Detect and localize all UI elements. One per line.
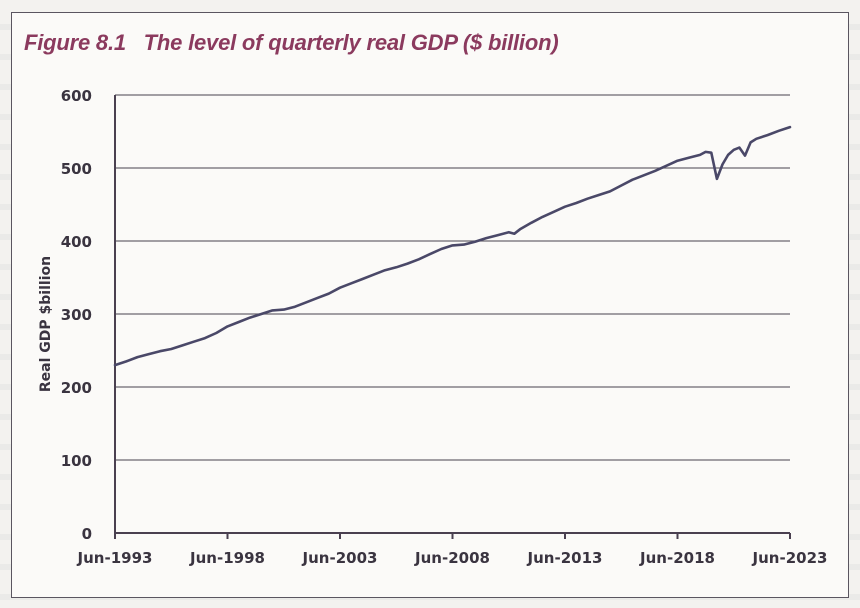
y-tick-label-0: 0 (82, 525, 92, 543)
figure-title: Figure 8.1 The level of quarterly real G… (24, 30, 559, 55)
x-tick-label-5: Jun-2018 (639, 549, 715, 567)
x-tick-label-3: Jun-2008 (414, 549, 490, 567)
y-tick-label-400: 400 (61, 233, 92, 251)
y-axis-title: Real GDP $billion (38, 256, 54, 392)
y-tick-label-300: 300 (61, 306, 92, 324)
x-tick-label-4: Jun-2013 (527, 549, 603, 567)
y-tick-label-500: 500 (61, 160, 92, 178)
series-line-0 (113, 125, 792, 367)
x-tick-label-2: Jun-2003 (302, 549, 378, 567)
y-tick-label-100: 100 (61, 452, 92, 470)
y-tick-labels: 0 100 200 300 400 500 600 (61, 87, 92, 543)
gridlines (115, 94, 790, 461)
axes (114, 95, 791, 539)
x-tick-label-6: Jun-2023 (752, 549, 828, 567)
x-tick-label-0: Jun-1993 (77, 549, 153, 567)
series-group (113, 125, 792, 367)
x-tick-labels: Jun-1993 Jun-1998 Jun-2003 Jun-2008 Jun-2013… (77, 549, 828, 567)
figure-frame (11, 12, 849, 598)
y-tick-label-600: 600 (61, 87, 92, 105)
y-tick-label-200: 200 (61, 379, 92, 397)
x-tick-label-1: Jun-1998 (189, 549, 265, 567)
